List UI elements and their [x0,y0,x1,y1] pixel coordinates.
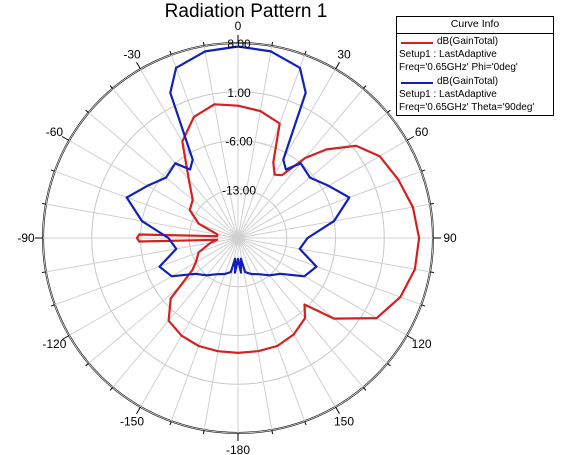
tick-mark [335,406,340,415]
radial-tick-label: -13.00 [222,183,256,197]
tick-mark [202,429,205,435]
angle-tick-label: 60 [415,125,429,139]
angle-tick-label: -30 [123,47,141,61]
grid-spoke [237,237,422,306]
grid-spoke [237,237,388,364]
radial-tick-label: -6.00 [225,135,253,149]
legend-series-name: dB(GainTotal) [437,76,499,87]
tick-mark [202,41,205,47]
legend-freq: Freq='0.65GHz' Theta='90deg' [399,102,535,113]
tick-mark [136,61,141,70]
radial-tick-label: 1.00 [227,86,251,100]
angle-tick-label: -150 [120,415,144,429]
legend: Curve Info dB(GainTotal) Setup1 : LastAd… [396,16,554,116]
legend-title: Curve Info [397,17,553,34]
angle-tick-label: -180 [226,443,250,455]
tick-mark [387,109,391,114]
grid-spoke [237,237,336,408]
tick-mark [429,202,435,205]
tick-mark [406,335,415,340]
tick-mark [61,335,70,340]
tick-mark [85,362,89,367]
legend-setup: Setup1 : LastAdaptive [399,49,497,60]
phi-0deg-curve [135,103,421,354]
legend-freq: Freq='0.65GHz' Phi='0deg' [399,62,518,73]
grid-spoke [140,237,239,408]
polar-grid [35,35,441,441]
grid-spoke [88,237,239,364]
grid-spoke [68,237,239,336]
grid-spoke [203,45,239,239]
tick-mark [50,169,55,172]
grid-spoke [237,237,431,273]
legend-swatch-blue [401,82,433,84]
tick-mark [136,406,141,415]
radial-tick-labels: 8.00 1.00 -6.00 -13.00 [222,37,256,197]
grid-spoke [68,140,239,239]
grid-spoke [54,170,239,239]
tick-mark [362,387,367,391]
legend-series-name: dB(GainTotal) [437,36,499,47]
tick-mark [362,85,367,89]
tick-mark [335,61,340,70]
tick-mark [387,362,391,367]
tick-mark [406,136,415,141]
angle-tick-label: 150 [334,415,354,429]
grid-spoke [170,54,239,239]
angle-tick-label: -60 [46,125,64,139]
grid-spoke [237,68,336,239]
tick-mark [85,109,89,114]
tick-mark [429,271,435,274]
angle-tick-label: 90 [443,231,457,245]
tick-mark [169,50,172,55]
grid-spoke [54,237,239,306]
grid-spoke [237,112,388,239]
grid-spoke [140,68,239,239]
legend-setup: Setup1 : LastAdaptive [399,89,497,100]
tick-mark [421,169,426,172]
angular-tick-labels: 0 30 60 90 120 150 -180 -150 -120 -90 -60 -30 [17,19,457,455]
tick-mark [304,50,307,55]
grid-spoke [170,237,239,422]
angle-tick-label: -120 [42,337,66,351]
tick-mark [61,136,70,141]
chart-title: Radiation Pattern 1 [165,1,328,22]
angle-tick-label: 30 [337,47,351,61]
grid-spoke [237,237,306,422]
angle-tick-label: 120 [412,337,432,351]
grid-spoke [88,112,239,239]
tick-mark [50,304,55,307]
angle-tick-label: -90 [17,231,35,245]
tick-mark [41,271,47,274]
tick-mark [109,387,114,391]
tick-mark [109,85,114,89]
tick-mark [41,202,47,205]
grid-spoke [237,237,364,388]
angle-tick-label: 0 [235,19,242,33]
grid-spoke [237,54,306,239]
grid-spoke [112,237,239,388]
tick-mark [421,304,426,307]
grid-spoke [237,237,408,336]
legend-swatch-red [401,42,433,44]
pattern-curves [125,45,421,354]
tick-mark [169,421,172,426]
grid-spoke [237,45,273,239]
tick-mark [271,41,274,47]
grid-spoke [45,237,239,273]
grid-spoke [237,170,422,239]
tick-mark [271,429,274,435]
tick-mark [304,421,307,426]
theta-90deg-curve [125,45,351,278]
radial-tick-label: 8.00 [227,37,251,51]
